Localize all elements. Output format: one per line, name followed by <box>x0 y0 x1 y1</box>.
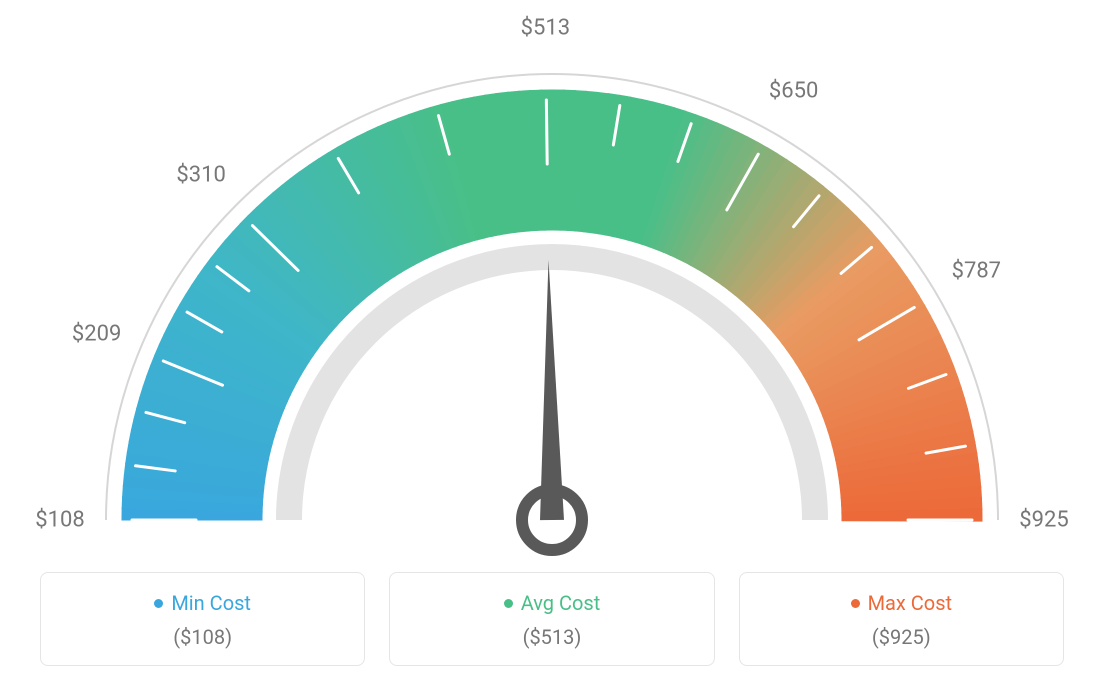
legend-row: Min Cost ($108) Avg Cost ($513) Max Cost… <box>40 572 1064 666</box>
gauge-svg <box>0 0 1104 560</box>
legend-title-max: Max Cost <box>851 591 953 615</box>
cost-gauge: $108 $209 $310 $513 $650 $787 $925 <box>0 0 1104 560</box>
legend-value-min: ($108) <box>51 625 354 649</box>
legend-dot-max <box>851 599 860 608</box>
legend-title-avg: Avg Cost <box>504 591 601 615</box>
legend-title-min: Min Cost <box>154 591 251 615</box>
gauge-tick-label: $513 <box>521 16 570 41</box>
gauge-tick-label: $925 <box>1019 508 1068 533</box>
legend-value-max: ($925) <box>750 625 1053 649</box>
gauge-tick-label: $108 <box>35 508 84 533</box>
legend-card-max: Max Cost ($925) <box>739 572 1064 666</box>
gauge-tick-label: $209 <box>72 321 121 346</box>
gauge-tick-label: $787 <box>952 259 1001 284</box>
legend-dot-min <box>154 599 163 608</box>
legend-card-avg: Avg Cost ($513) <box>389 572 714 666</box>
legend-label-avg: Avg Cost <box>521 591 601 615</box>
legend-value-avg: ($513) <box>400 625 703 649</box>
legend-dot-avg <box>504 599 513 608</box>
legend-label-min: Min Cost <box>171 591 251 615</box>
legend-label-max: Max Cost <box>868 591 953 615</box>
legend-card-min: Min Cost ($108) <box>40 572 365 666</box>
gauge-tick-label: $650 <box>769 79 818 104</box>
gauge-tick-label: $310 <box>176 163 225 188</box>
